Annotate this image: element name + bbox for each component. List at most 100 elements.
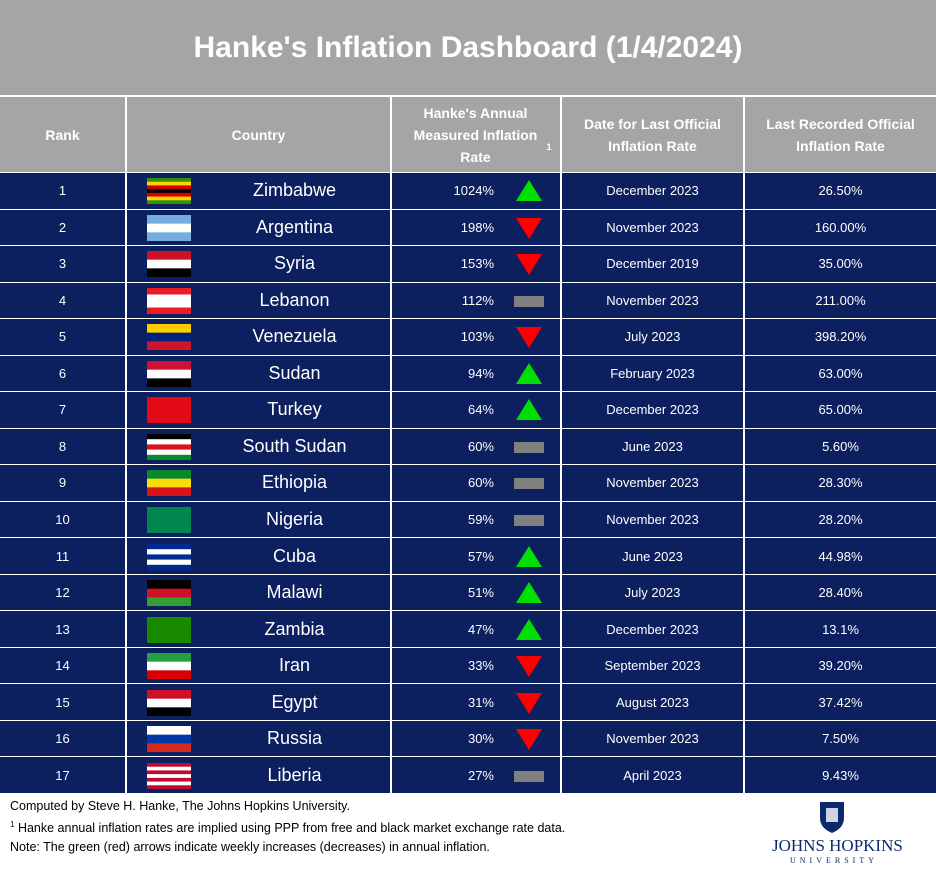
country-name: Cuba — [272, 545, 317, 566]
date: November 2023 — [560, 720, 743, 757]
table-row: 3 Syria 153% December 2019 35.00% — [0, 245, 936, 282]
trend-icon — [514, 441, 544, 453]
flag — [147, 470, 191, 497]
hanke-rate: 198% — [460, 219, 494, 235]
official-rate: 28.40% — [743, 574, 936, 611]
official-rate: 7.50% — [743, 720, 936, 757]
arrow-down — [516, 327, 542, 349]
country-name: Malawi — [266, 582, 323, 603]
flag-stripe — [147, 214, 191, 224]
hanke-rate: 33% — [467, 658, 494, 674]
arrow-down — [516, 254, 542, 276]
flat-bar — [514, 515, 544, 526]
trend-icon — [516, 399, 542, 421]
credit: Computed by Steve H. Hanke, The Johns Ho… — [10, 799, 350, 813]
logo-sub: UNIVERSITY — [790, 856, 878, 865]
flag-stripe — [147, 341, 191, 351]
column-header: Country — [125, 95, 390, 172]
flag-stripe — [147, 597, 191, 607]
hanke-rate: 57% — [467, 548, 494, 564]
date: November 2023 — [560, 465, 743, 501]
country-cell: Zimbabwe — [125, 173, 390, 209]
flag-stripe — [147, 333, 191, 343]
date: December 2019 — [560, 246, 743, 282]
country-name: Iran — [278, 655, 311, 676]
flag — [147, 762, 191, 789]
flag-stripe — [147, 439, 191, 445]
rank: 17 — [55, 767, 70, 783]
country-cell: Sudan — [125, 355, 390, 392]
official-rate: 28.20% — [743, 501, 936, 538]
flag-stripe — [147, 653, 191, 663]
flag-stripe — [147, 232, 191, 241]
date: June 2023 — [560, 538, 743, 574]
rank: 9 — [58, 475, 67, 491]
flag-stripe — [147, 553, 191, 560]
hanke-rate: 31% — [467, 694, 494, 710]
flag-stripe — [147, 770, 191, 775]
official-rate: 5.60% — [743, 428, 936, 465]
date: February 2023 — [560, 355, 743, 392]
hanke-rate: 59% — [467, 512, 494, 527]
country-cell: Malawi — [125, 574, 390, 611]
country-cell: Venezuela — [125, 319, 390, 355]
official-rate: 28.30% — [743, 465, 936, 501]
country-name: Sudan — [268, 362, 321, 383]
official-rate: 37.42% — [743, 684, 936, 720]
table-row: 16 Russia 30% November 2023 7.50% — [0, 719, 936, 757]
flag — [147, 251, 191, 278]
official-rate: 65.00% — [743, 392, 936, 428]
hanke-cell: 153% — [390, 246, 560, 282]
country-name: Turkey — [267, 399, 322, 420]
rank: 3 — [58, 256, 67, 272]
rank: 10 — [55, 512, 70, 527]
hanke-rate: 64% — [467, 402, 494, 418]
flag-stripe — [147, 781, 191, 786]
date: July 2023 — [560, 319, 743, 355]
date: September 2023 — [560, 647, 743, 684]
flag-stripe — [147, 785, 191, 789]
arrow-down — [516, 656, 542, 678]
column-title: Date for Last Official Inflation Rate — [584, 115, 721, 154]
trend-icon — [516, 327, 542, 349]
country-name: Liberia — [267, 764, 322, 785]
arrow-up — [516, 399, 542, 421]
country-name: Venezuela — [252, 326, 337, 347]
table-row: 8 South Sudan 60% June 2023 5.60% — [0, 427, 936, 465]
flag-stripe — [147, 580, 191, 590]
trend-icon — [514, 295, 544, 307]
rank: 4 — [58, 292, 67, 308]
rank: 2 — [58, 219, 67, 235]
flag-stripe — [147, 178, 191, 183]
flag — [147, 653, 191, 680]
official-rate: 26.50% — [743, 173, 936, 209]
arrow-up — [516, 545, 542, 567]
official-rate: 13.1% — [743, 611, 936, 647]
rank: 8 — [58, 438, 67, 454]
flag-stripe — [147, 470, 191, 480]
flag-stripe — [147, 200, 191, 205]
country-name: Argentina — [255, 216, 334, 237]
flag — [147, 580, 191, 607]
table-row: 4 Lebanon 112% November 2023 211.00% — [0, 281, 936, 319]
official-rate: 211.00% — [743, 282, 936, 319]
hanke-cell: 94% — [390, 355, 560, 392]
flag-stripe — [147, 300, 191, 308]
flag — [147, 433, 191, 460]
flag — [147, 689, 191, 716]
hanke-rate: 112% — [461, 292, 494, 308]
table-row: 5 Venezuela 103% July 2023 398.20% — [0, 318, 936, 355]
flag — [147, 616, 191, 643]
hanke-cell: 47% — [390, 611, 560, 647]
flag-stripe — [147, 689, 191, 699]
logo-name: JOHNS HOPKINS — [772, 836, 903, 855]
hanke-rate: 94% — [467, 365, 494, 381]
column-header: Date for Last Official Inflation Rate — [560, 95, 743, 172]
flag — [147, 360, 191, 387]
rank: 7 — [58, 402, 67, 418]
flag — [147, 507, 191, 533]
country-cell: Liberia — [125, 757, 390, 793]
rank: 5 — [58, 329, 67, 345]
flag-stripe — [147, 449, 191, 456]
table-row: 13 Zambia 47% December 2023 13.1% — [0, 610, 936, 647]
